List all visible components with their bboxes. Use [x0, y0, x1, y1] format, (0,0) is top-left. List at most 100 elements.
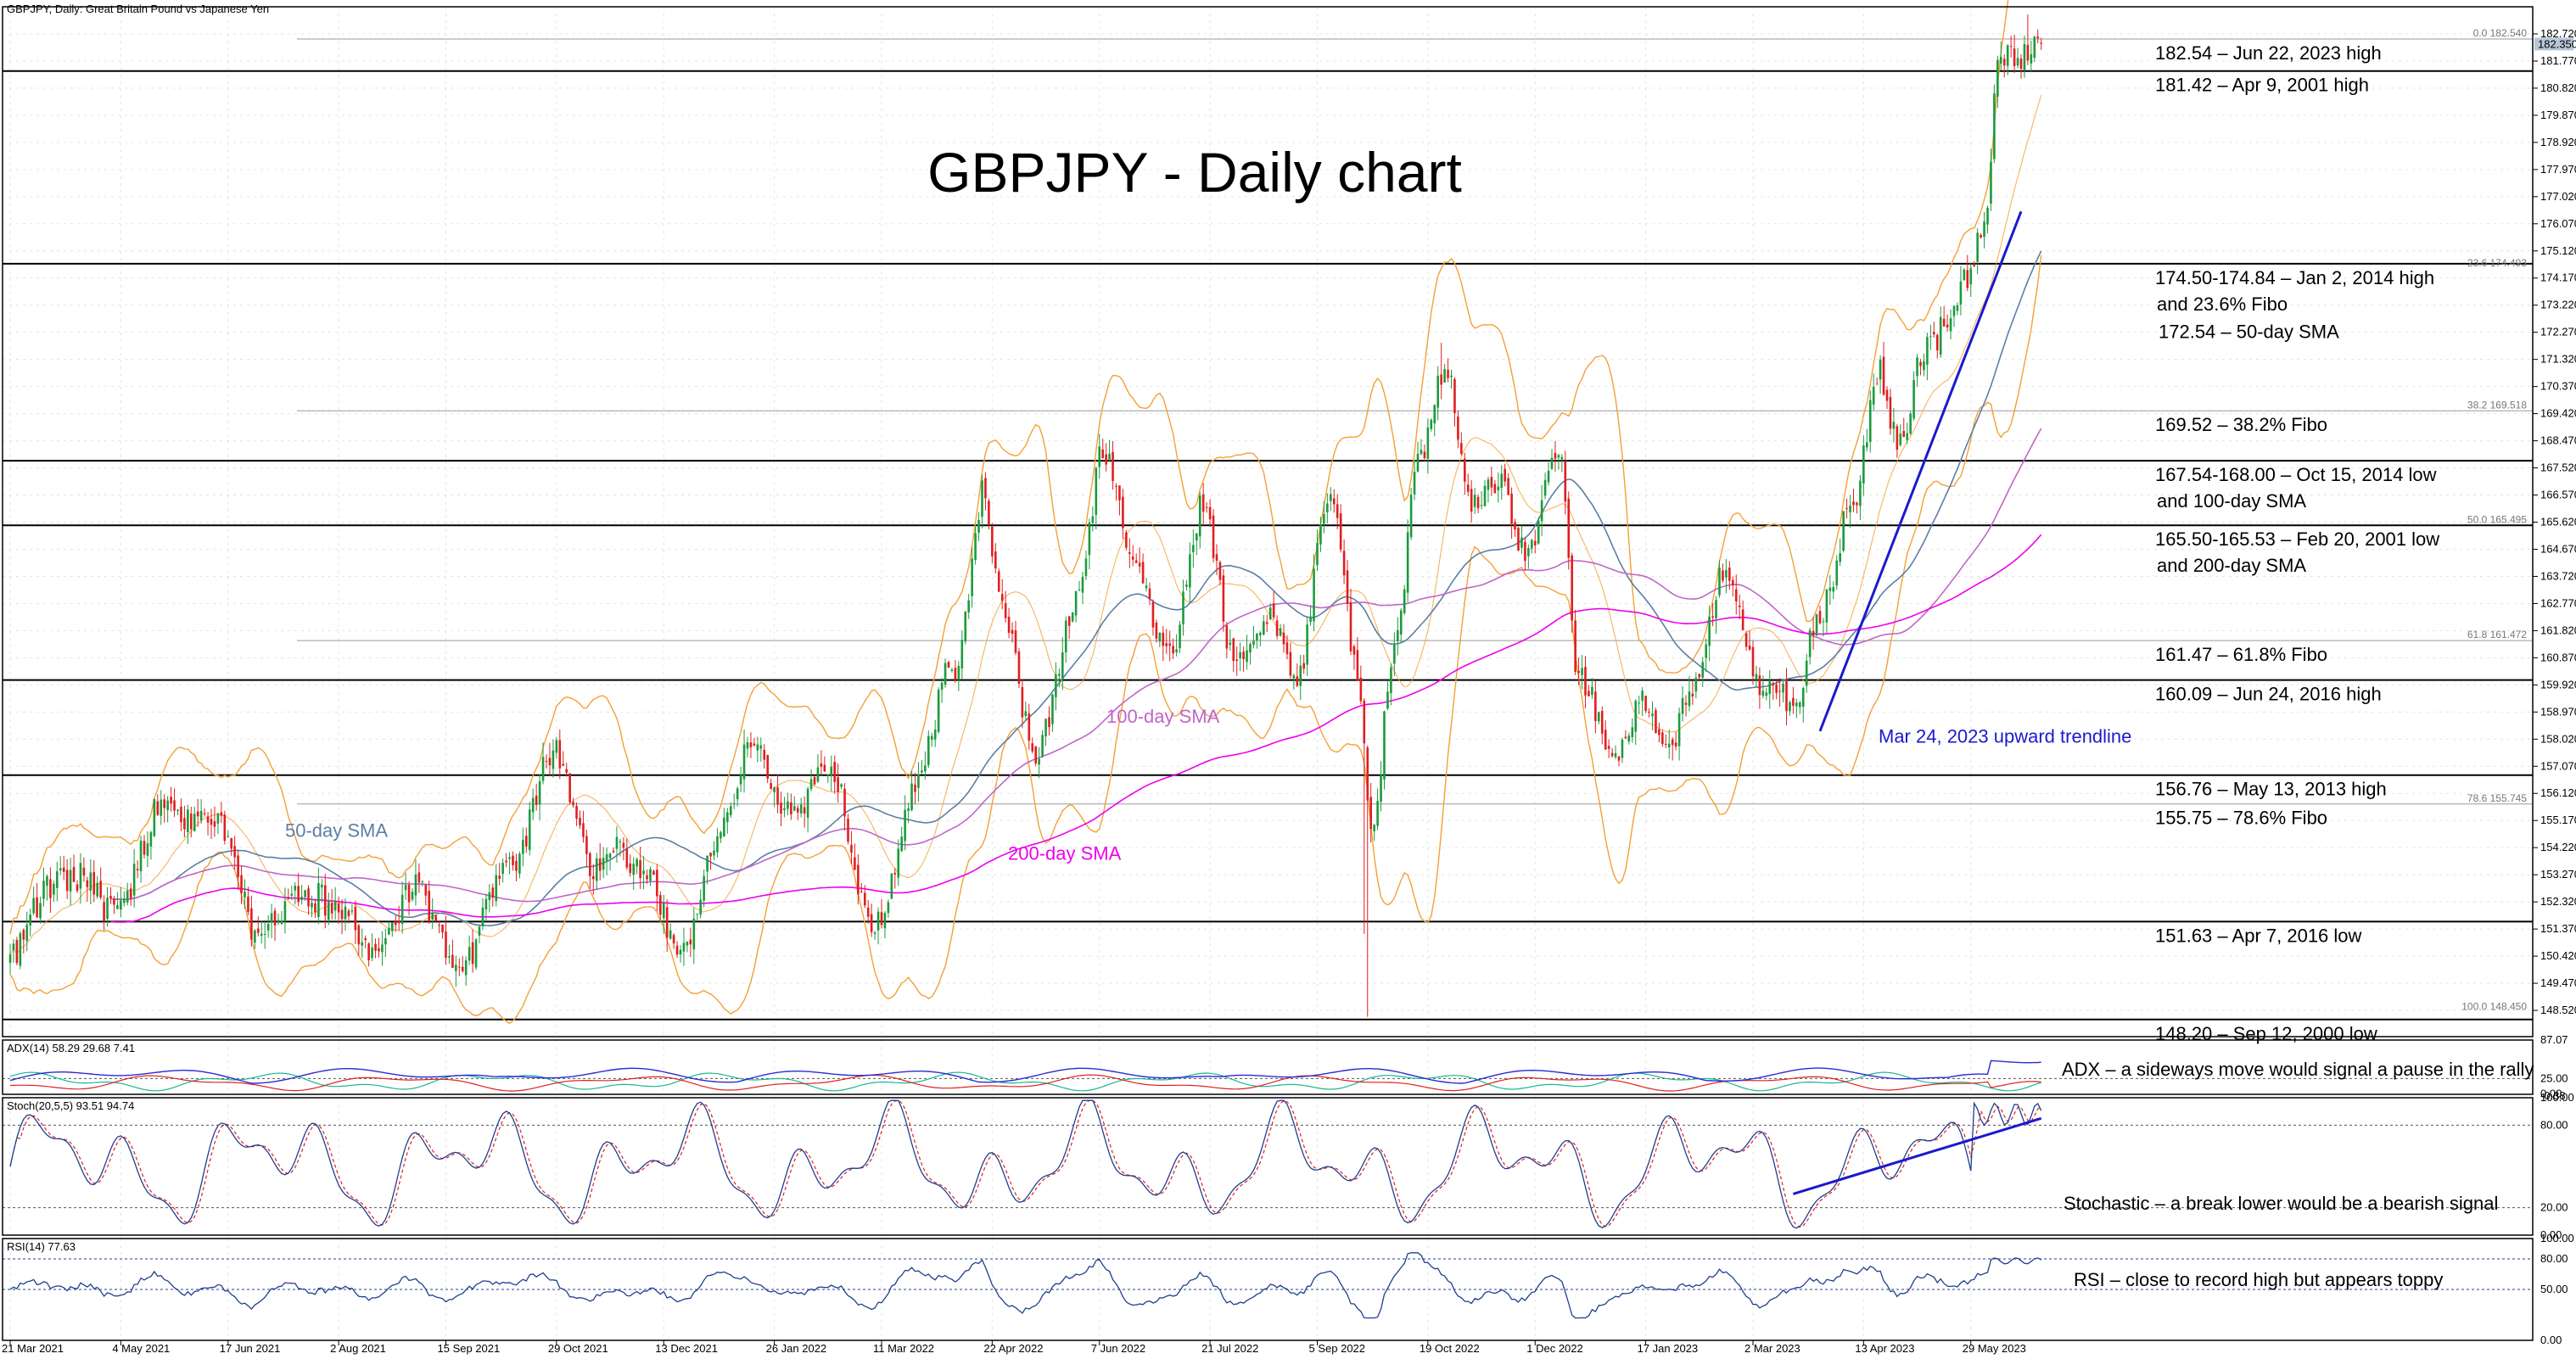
candle-body-66	[230, 838, 232, 849]
candle-body-339	[1145, 585, 1148, 589]
candle-body-553	[1862, 445, 1865, 484]
candle-body-237	[803, 807, 806, 814]
x-tick-label-0: 21 Mar 2021	[2, 1342, 64, 1355]
candle-body-530	[1785, 680, 1788, 712]
y-tick-label-1: 181.770	[2540, 54, 2576, 67]
candle-body-460	[1550, 457, 1554, 469]
candle-body-239	[809, 779, 813, 790]
candle-body-101	[347, 910, 350, 916]
candle-body-506	[1705, 644, 1707, 658]
candle-body-357	[1205, 506, 1208, 508]
candle-body-459	[1547, 470, 1550, 483]
candle-body-432	[1457, 417, 1459, 440]
candle-body-546	[1839, 553, 1841, 562]
y-tick-label-0: 182.720	[2540, 27, 2576, 40]
y-tick-label-8: 175.120	[2540, 244, 2576, 257]
candle-body-14	[56, 871, 59, 888]
candle-body-245	[830, 766, 833, 776]
candle-body-306	[1034, 747, 1037, 763]
candle-body-149	[508, 857, 511, 859]
candle-body-466	[1571, 555, 1573, 621]
candle-body-292	[988, 501, 990, 525]
candle-body-54	[190, 814, 193, 830]
candle-body-508	[1711, 616, 1714, 618]
candle-body-168	[572, 802, 574, 806]
candle-body-325	[1098, 446, 1101, 467]
candle-body-234	[793, 806, 796, 811]
candle-body-224	[759, 745, 763, 749]
candle-body-45	[160, 799, 163, 816]
candle-body-503	[1694, 677, 1698, 692]
candle-body-61	[213, 821, 216, 827]
candle-body-114	[391, 922, 394, 931]
adx-tick-0: 87.07	[2540, 1033, 2568, 1046]
candle-body-600	[2019, 58, 2023, 70]
candle-body-438	[1476, 496, 1480, 509]
candle-body-481	[1621, 739, 1624, 758]
candle-body-139	[474, 939, 478, 968]
candle-body-603	[2030, 53, 2033, 64]
y-tick-label-17: 166.570	[2540, 489, 2576, 501]
fibo-label-6: 100.0 148.450	[2461, 1000, 2527, 1012]
candle-body-51	[180, 806, 182, 823]
candle-body-112	[384, 937, 387, 945]
candle-body-15	[59, 868, 62, 871]
candle-body-79	[273, 910, 277, 926]
candle-body-290	[981, 480, 983, 517]
candle-body-397	[1339, 513, 1342, 550]
candle-body-363	[1225, 625, 1229, 649]
stoch-note: Stochastic – a break lower would be a be…	[2064, 1193, 2498, 1214]
candle-body-0	[8, 954, 12, 964]
candle-body-335	[1131, 556, 1134, 560]
candle-body-515	[1734, 589, 1738, 602]
candle-body-81	[280, 920, 283, 924]
candle-body-446	[1504, 468, 1506, 482]
candle-body-310	[1048, 717, 1050, 728]
candle-body-119	[407, 885, 411, 903]
candle-body-463	[1560, 456, 1564, 460]
candle-body-469	[1581, 668, 1583, 675]
candle-body-226	[766, 754, 769, 779]
candle-body-123	[421, 881, 424, 882]
candle-body-500	[1684, 702, 1688, 705]
candle-body-247	[837, 777, 839, 792]
candle-body-102	[350, 910, 354, 912]
candle-body-406	[1369, 797, 1372, 830]
candle-body-153	[522, 840, 524, 854]
candle-body-210	[713, 850, 715, 856]
y-tick-label-7: 176.070	[2540, 217, 2576, 230]
candle-body-30	[109, 896, 112, 899]
candle-body-545	[1835, 560, 1839, 586]
candle-body-58	[203, 813, 206, 814]
candle-body-40	[143, 841, 146, 855]
candle-body-221	[749, 742, 753, 747]
candle-body-391	[1319, 524, 1322, 545]
candle-body-334	[1128, 551, 1131, 554]
candle-body-470	[1584, 667, 1587, 696]
candle-body-267	[904, 809, 906, 842]
candle-body-484	[1631, 727, 1634, 737]
candle-body-580	[1952, 305, 1956, 316]
candle-body-33	[120, 900, 122, 910]
candle-body-219	[742, 744, 746, 780]
candle-body-533	[1795, 702, 1798, 707]
candle-body-264	[893, 872, 897, 875]
candle-body-203	[689, 939, 692, 945]
candle-body-278	[940, 682, 944, 691]
candle-body-485	[1634, 701, 1638, 732]
stoch-tick-1: 80.00	[2540, 1118, 2568, 1131]
candle-body-263	[890, 873, 893, 899]
rsi-tick-2: 50.00	[2540, 1283, 2568, 1295]
stoch-k-line	[9, 1099, 2042, 1229]
level-label-0: 182.54 – Jun 22, 2023 high	[2155, 42, 2382, 64]
candle-body-543	[1828, 587, 1832, 591]
candle-body-496	[1671, 739, 1674, 746]
x-tick-label-3: 2 Aug 2021	[330, 1342, 386, 1355]
candle-body-411	[1386, 691, 1389, 709]
candle-body-606	[2040, 42, 2042, 44]
candle-body-250	[847, 819, 849, 842]
adx-header: ADX(14) 58.29 29.68 7.41	[7, 1042, 135, 1054]
x-tick-label-11: 21 Jul 2022	[1201, 1342, 1258, 1355]
candle-body-426	[1436, 375, 1439, 408]
candle-body-361	[1218, 562, 1222, 580]
